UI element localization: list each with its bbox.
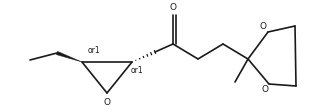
Text: O: O xyxy=(260,22,267,31)
Polygon shape xyxy=(56,51,82,62)
Text: O: O xyxy=(103,98,111,107)
Text: O: O xyxy=(170,3,177,12)
Text: or1: or1 xyxy=(88,46,100,55)
Text: O: O xyxy=(261,85,268,94)
Text: or1: or1 xyxy=(131,66,144,75)
